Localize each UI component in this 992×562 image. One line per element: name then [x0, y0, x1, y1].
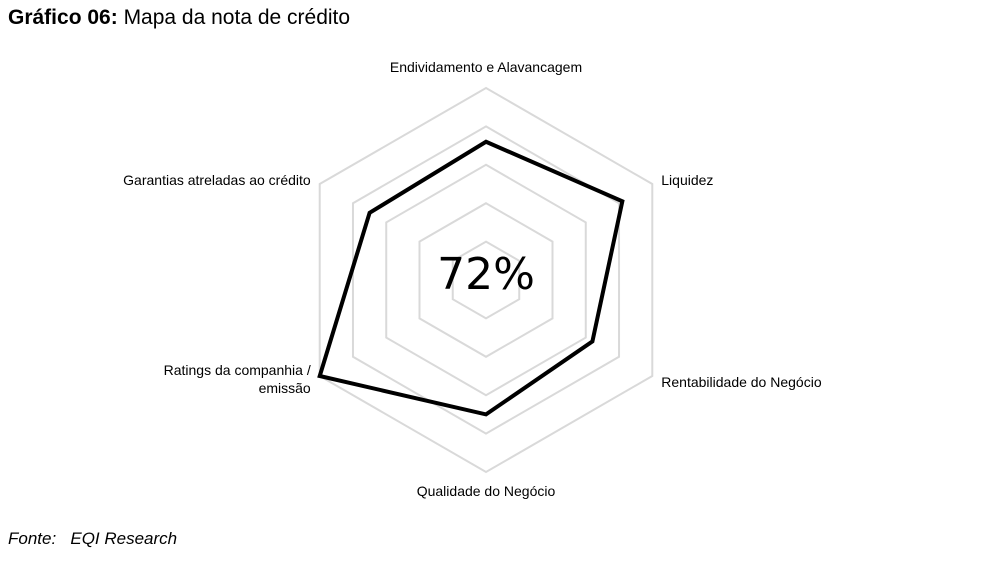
radar-line: [317, 139, 625, 417]
axis-label: Liquidez: [661, 172, 714, 188]
axis-label: Qualidade do Negócio: [416, 483, 556, 499]
title-prefix: Gráfico 06:: [8, 6, 118, 29]
grid-ring: [351, 125, 621, 435]
chart-title: Gráfico 06: Mapa da nota de crédito: [8, 6, 350, 30]
title-text: Mapa da nota de crédito: [123, 6, 351, 29]
grid-ring: [451, 240, 521, 320]
axis-label: Ratings da companhia / emissão: [163, 362, 311, 396]
center-label: 72%: [437, 249, 535, 300]
grid-ring: [318, 86, 654, 474]
axis-label: Rentabilidade do Negócio: [661, 374, 822, 390]
axis-label: Garantias atreladas ao crédito: [123, 172, 311, 188]
grid-ring: [385, 163, 587, 397]
source: Fonte: EQI Research: [8, 529, 178, 548]
axis-label: Endividamento e Alavancagem: [389, 59, 583, 75]
grid-ring: [418, 202, 554, 358]
